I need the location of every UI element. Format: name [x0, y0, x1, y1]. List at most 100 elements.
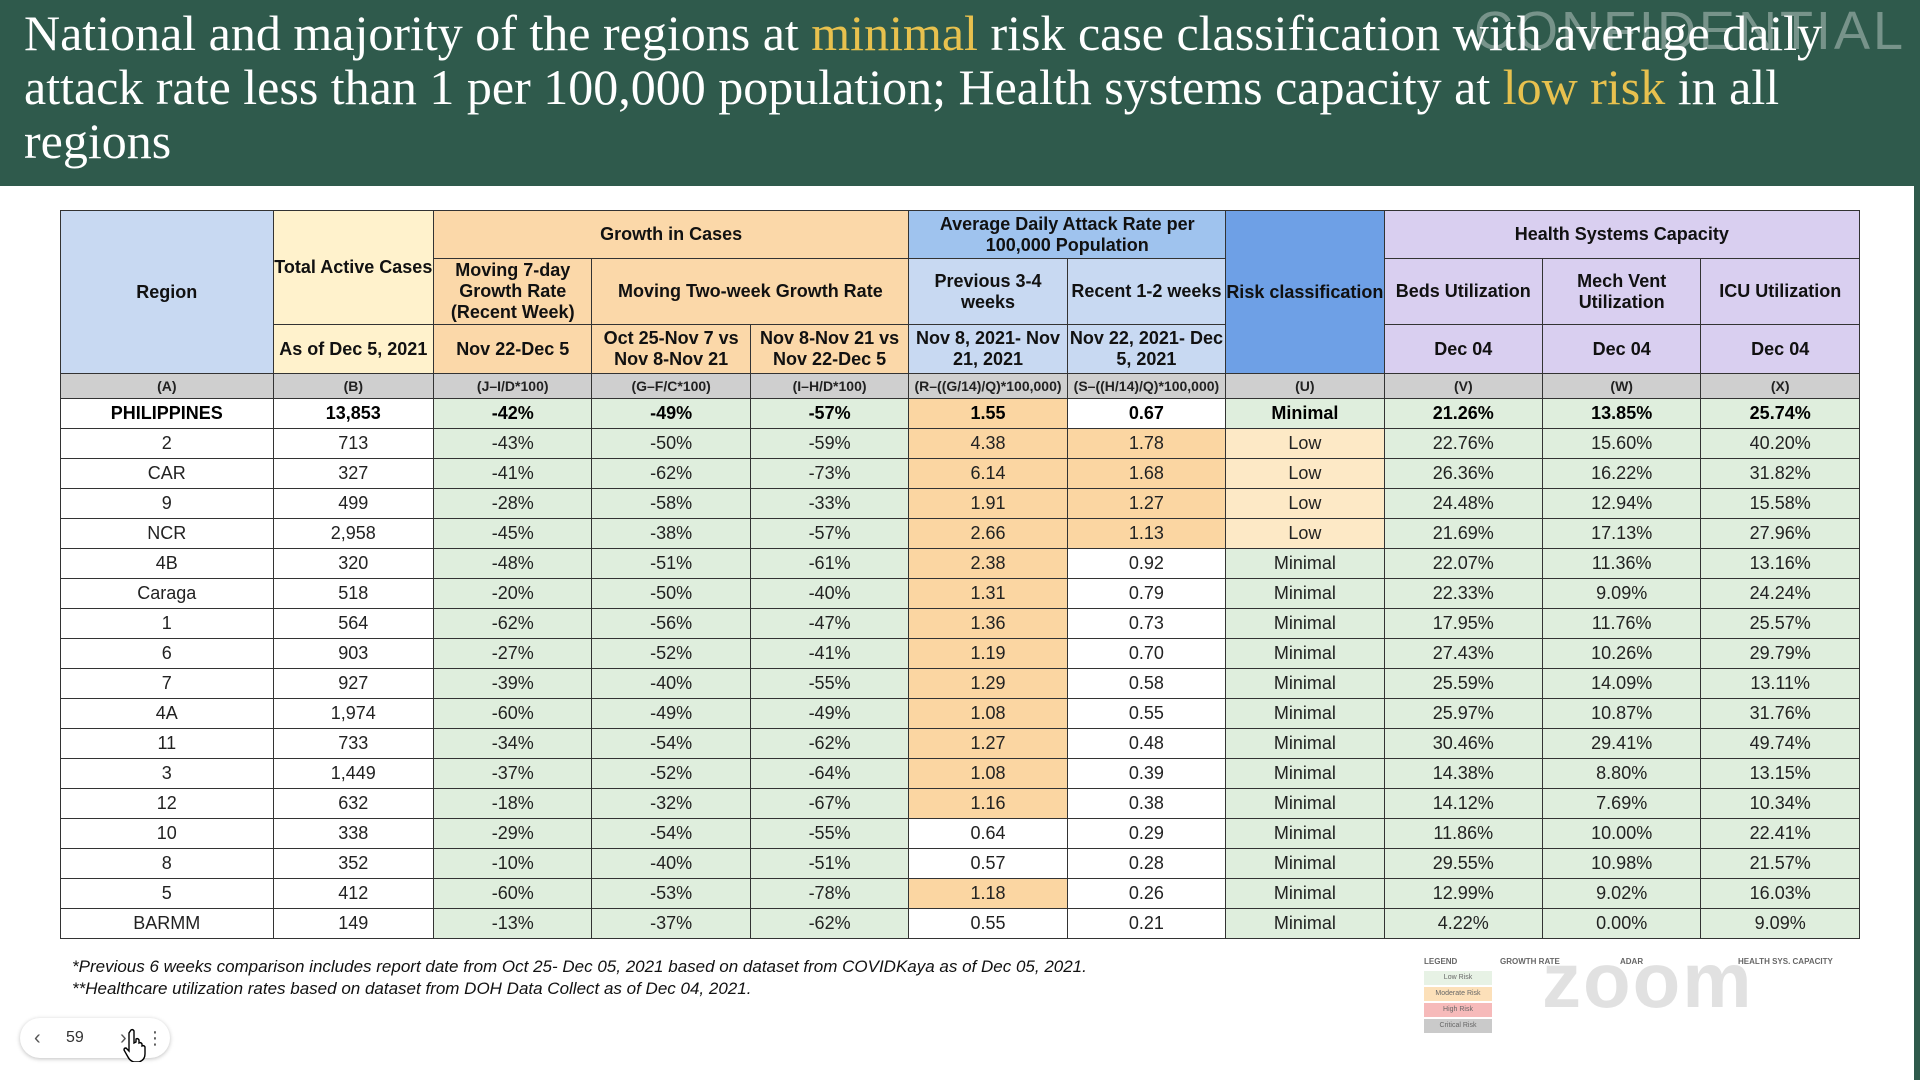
header-mech-vent-utilization: Mech Vent Utilization [1541, 258, 1702, 325]
cell-beds-utilization: 25.97% [1383, 698, 1543, 729]
header-health-systems-capacity: Health Systems Capacity [1383, 210, 1861, 259]
cell-adar-recent: 1.68 [1066, 458, 1227, 489]
cell-adar-previous: 1.16 [908, 788, 1068, 819]
cell-icu-utilization: 13.15% [1700, 758, 1860, 789]
cell-mech-vent-utilization: 29.41% [1541, 728, 1702, 759]
header-previous-weeks: Previous 3-4 weeks [908, 258, 1068, 325]
cell-total-active-cases: 632 [272, 788, 435, 819]
cell-moving-7day-growth: -60% [433, 878, 593, 909]
cell-risk-classification: Minimal [1225, 668, 1385, 699]
cell-risk-classification: Minimal [1225, 818, 1385, 849]
cell-two-week-growth-1: -40% [591, 668, 751, 699]
cell-moving-7day-growth: -13% [433, 908, 593, 939]
cell-two-week-growth-2: -55% [749, 818, 910, 849]
code-w: (W) [1541, 373, 1702, 399]
cell-beds-utilization: 30.46% [1383, 728, 1543, 759]
cell-icu-utilization: 25.57% [1700, 608, 1860, 639]
cell-total-active-cases: 338 [272, 818, 435, 849]
table-row: 8 352 -10% -40% -51% 0.57 0.28 Minimal 29.55% 10.… [60, 848, 1860, 879]
cell-region: 6 [60, 638, 274, 669]
cell-icu-utilization: 31.82% [1700, 458, 1860, 489]
cell-mech-vent-utilization: 15.60% [1541, 428, 1702, 459]
cell-mech-vent-utilization: 8.80% [1541, 758, 1702, 789]
header-date-icu: Dec 04 [1700, 324, 1860, 374]
cell-two-week-growth-2: -61% [749, 548, 910, 579]
cell-icu-utilization: 31.76% [1700, 698, 1860, 729]
cell-region: NCR [60, 518, 274, 549]
previous-slide-button[interactable]: ‹ [34, 1027, 41, 1049]
table-row: 2 713 -43% -50% -59% 4.38 1.78 Low 22.76% 15.60% 4… [60, 428, 1860, 459]
header-date-previous: Nov 8, 2021- Nov 21, 2021 [908, 324, 1068, 374]
header-date-recent: Nov 22, 2021- Dec 5, 2021 [1066, 324, 1227, 374]
legend-health-capacity: HEALTH SYS. CAPACITY [1738, 957, 1833, 966]
cell-two-week-growth-2: -40% [749, 578, 910, 609]
cell-region: BARMM [60, 908, 274, 939]
cell-two-week-growth-2: -73% [749, 458, 910, 489]
cell-beds-utilization: 25.59% [1383, 668, 1543, 699]
code-x: (X) [1700, 373, 1860, 399]
legend-low-risk: Low Risk [1424, 971, 1492, 985]
code-s: (S–((H/14)/Q)*100,000) [1066, 373, 1227, 399]
cell-mech-vent-utilization: 11.36% [1541, 548, 1702, 579]
cell-beds-utilization: 12.99% [1383, 878, 1543, 909]
header-risk-classification: Risk classification [1225, 210, 1385, 374]
cell-adar-recent: 0.38 [1066, 788, 1227, 819]
cell-risk-classification: Minimal [1225, 698, 1385, 729]
header-icu-utilization: ICU Utilization [1700, 258, 1860, 325]
header-date-nov8-dec5: Nov 8-Nov 21 vs Nov 22-Dec 5 [749, 324, 910, 374]
cell-risk-classification: Minimal [1225, 758, 1385, 789]
cell-total-active-cases: 327 [272, 458, 435, 489]
risk-table-container: Region Total Active Cases Growth in Case… [60, 210, 1861, 944]
cell-mech-vent-utilization: 11.76% [1541, 608, 1702, 639]
cell-total-active-cases: 352 [272, 848, 435, 879]
title-highlight-low-risk: low risk [1502, 59, 1666, 115]
cell-risk-classification: Low [1225, 488, 1385, 519]
header-as-of-date: As of Dec 5, 2021 [272, 324, 435, 374]
cell-moving-7day-growth: -62% [433, 608, 593, 639]
cell-total-active-cases: 713 [272, 428, 435, 459]
cell-adar-recent: 0.26 [1066, 878, 1227, 909]
cell-mech-vent-utilization: 14.09% [1541, 668, 1702, 699]
cell-mech-vent-utilization: 0.00% [1541, 908, 1702, 939]
cell-adar-recent: 1.13 [1066, 518, 1227, 549]
cell-region: 12 [60, 788, 274, 819]
cell-moving-7day-growth: -10% [433, 848, 593, 879]
cell-adar-recent: 0.21 [1066, 908, 1227, 939]
cell-two-week-growth-1: -62% [591, 458, 751, 489]
cell-icu-utilization: 27.96% [1700, 518, 1860, 549]
cell-total-active-cases: 499 [272, 488, 435, 519]
header-recent-weeks: Recent 1-2 weeks [1066, 258, 1227, 325]
cell-moving-7day-growth: -41% [433, 458, 593, 489]
cell-adar-previous: 0.57 [908, 848, 1068, 879]
cell-moving-7day-growth: -28% [433, 488, 593, 519]
table-row: 1 564 -62% -56% -47% 1.36 0.73 Minimal 17.95% 11.… [60, 608, 1860, 639]
cell-two-week-growth-1: -52% [591, 758, 751, 789]
code-b: (B) [272, 373, 435, 399]
cell-two-week-growth-1: -51% [591, 548, 751, 579]
cell-adar-recent: 0.48 [1066, 728, 1227, 759]
slide-number: 59 [66, 1029, 84, 1046]
code-v: (V) [1383, 373, 1543, 399]
cell-adar-previous: 1.19 [908, 638, 1068, 669]
cell-adar-previous: 1.08 [908, 698, 1068, 729]
cell-mech-vent-utilization: 10.26% [1541, 638, 1702, 669]
cell-two-week-growth-1: -54% [591, 818, 751, 849]
cell-adar-previous: 1.27 [908, 728, 1068, 759]
title-text-2: risk case classification with average da… [24, 5, 1823, 115]
cell-region: PHILIPPINES [60, 398, 274, 429]
table-row: 4B 320 -48% -51% -61% 2.38 0.92 Minimal 22.07% 11… [60, 548, 1860, 579]
slide-title: National and majority of the regions at … [24, 6, 1884, 168]
cell-total-active-cases: 1,974 [272, 698, 435, 729]
header-beds-utilization: Beds Utilization [1383, 258, 1543, 325]
cell-icu-utilization: 29.79% [1700, 638, 1860, 669]
cell-adar-recent: 0.55 [1066, 698, 1227, 729]
cell-region: 10 [60, 818, 274, 849]
risk-legend: LEGEND GROWTH RATE ADAR HEALTH SYS. CAPA… [1420, 955, 1850, 1035]
cell-icu-utilization: 49.74% [1700, 728, 1860, 759]
cell-risk-classification: Minimal [1225, 728, 1385, 759]
cell-mech-vent-utilization: 7.69% [1541, 788, 1702, 819]
more-options-icon[interactable]: ⋮ [146, 1028, 164, 1048]
cell-adar-recent: 0.29 [1066, 818, 1227, 849]
cell-adar-recent: 0.92 [1066, 548, 1227, 579]
next-slide-button[interactable]: › [120, 1027, 127, 1049]
